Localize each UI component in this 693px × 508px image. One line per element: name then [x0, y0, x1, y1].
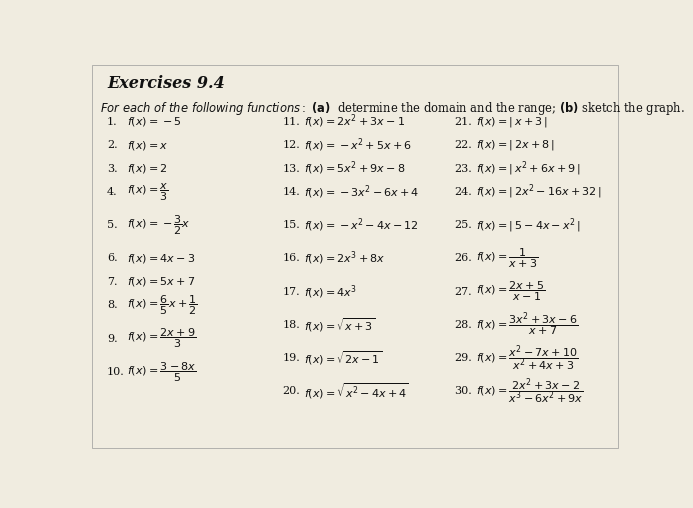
- Text: $f(x) = -\dfrac{3}{2}x$: $f(x) = -\dfrac{3}{2}x$: [127, 213, 191, 237]
- Text: 25.: 25.: [455, 220, 472, 230]
- Text: $f(x) = |\,x^2 + 6x + 9\,|$: $f(x) = |\,x^2 + 6x + 9\,|$: [476, 159, 581, 178]
- Text: $f(x) = 4x^3$: $f(x) = 4x^3$: [304, 283, 358, 301]
- Text: $f(x) = \sqrt{x^2 - 4x + 4}$: $f(x) = \sqrt{x^2 - 4x + 4}$: [304, 382, 409, 401]
- Text: $f(x) = 5x + 7$: $f(x) = 5x + 7$: [127, 275, 195, 289]
- Text: 30.: 30.: [455, 387, 472, 396]
- Text: 6.: 6.: [107, 253, 118, 264]
- Text: $f(x) = 2$: $f(x) = 2$: [127, 162, 168, 175]
- Text: 29.: 29.: [455, 353, 472, 363]
- Text: $f(x) = 2x^3 + 8x$: $f(x) = 2x^3 + 8x$: [304, 250, 386, 267]
- Text: 19.: 19.: [283, 353, 300, 363]
- Text: 10.: 10.: [107, 367, 125, 377]
- Text: $f(x) = \dfrac{2x^2 + 3x - 2}{x^3 - 6x^2 + 9x}$: $f(x) = \dfrac{2x^2 + 3x - 2}{x^3 - 6x^2…: [476, 376, 584, 406]
- Text: $f(x) = -5$: $f(x) = -5$: [127, 115, 182, 128]
- Text: 11.: 11.: [283, 117, 300, 126]
- Text: $f(x) = |\,2x^2 - 16x + 32\,|$: $f(x) = |\,2x^2 - 16x + 32\,|$: [476, 183, 602, 201]
- Text: 28.: 28.: [455, 320, 472, 330]
- Text: $f(x) = \dfrac{3x^2+3x-6}{x+7}$: $f(x) = \dfrac{3x^2+3x-6}{x+7}$: [476, 311, 578, 339]
- Text: 27.: 27.: [455, 287, 472, 297]
- Text: $f(x) = 4x - 3$: $f(x) = 4x - 3$: [127, 252, 195, 265]
- FancyBboxPatch shape: [92, 65, 618, 448]
- Text: 2.: 2.: [107, 140, 118, 150]
- Text: $f(x) = \dfrac{2x+5}{x-1}$: $f(x) = \dfrac{2x+5}{x-1}$: [476, 280, 545, 303]
- Text: $f(x) = \sqrt{2x-1}$: $f(x) = \sqrt{2x-1}$: [304, 350, 383, 367]
- Text: 13.: 13.: [283, 164, 300, 174]
- Text: 14.: 14.: [283, 187, 300, 197]
- Text: $f(x) = \dfrac{x}{3}$: $f(x) = \dfrac{x}{3}$: [127, 181, 169, 203]
- Text: $f(x) = x$: $f(x) = x$: [127, 139, 168, 151]
- Text: 16.: 16.: [283, 253, 300, 264]
- Text: 5.: 5.: [107, 220, 118, 230]
- Text: 4.: 4.: [107, 187, 118, 197]
- Text: $f(x) = \dfrac{2x+9}{3}$: $f(x) = \dfrac{2x+9}{3}$: [127, 327, 196, 351]
- Text: 18.: 18.: [283, 320, 300, 330]
- Text: $f(x) = 2x^2 + 3x - 1$: $f(x) = 2x^2 + 3x - 1$: [304, 113, 405, 131]
- Text: 17.: 17.: [283, 287, 300, 297]
- Text: $f(x) = 5x^2 + 9x - 8$: $f(x) = 5x^2 + 9x - 8$: [304, 160, 405, 177]
- Text: $f(x) = -3x^2 - 6x + 4$: $f(x) = -3x^2 - 6x + 4$: [304, 183, 419, 201]
- Text: 7.: 7.: [107, 277, 118, 287]
- Text: $f(x) = \dfrac{1}{x+3}$: $f(x) = \dfrac{1}{x+3}$: [476, 247, 538, 270]
- Text: $f(x) = -x^2 + 5x + 6$: $f(x) = -x^2 + 5x + 6$: [304, 136, 412, 154]
- Text: 20.: 20.: [283, 387, 300, 396]
- Text: Exercises 9.4: Exercises 9.4: [107, 75, 225, 91]
- Text: 24.: 24.: [455, 187, 472, 197]
- Text: 9.: 9.: [107, 334, 118, 344]
- Text: 12.: 12.: [283, 140, 300, 150]
- Text: $\mathbf{\mathit{For\ each\ of\ the\ following\ functions:}}$ $\mathbf{(a)}$  de: $\mathbf{\mathit{For\ each\ of\ the\ fol…: [100, 100, 685, 117]
- Text: 1.: 1.: [107, 117, 118, 126]
- Text: 26.: 26.: [455, 253, 472, 264]
- Text: $f(x) = \dfrac{6}{5}x+\dfrac{1}{2}$: $f(x) = \dfrac{6}{5}x+\dfrac{1}{2}$: [127, 294, 198, 317]
- Text: $f(x) = |\,5 - 4x - x^2\,|$: $f(x) = |\,5 - 4x - x^2\,|$: [476, 216, 581, 235]
- Text: 15.: 15.: [283, 220, 300, 230]
- Text: 3.: 3.: [107, 164, 118, 174]
- Text: $f(x) = \dfrac{x^2 - 7x + 10}{x^2 + 4x + 3}$: $f(x) = \dfrac{x^2 - 7x + 10}{x^2 + 4x +…: [476, 343, 578, 373]
- Text: $f(x) = |\,x + 3\,|$: $f(x) = |\,x + 3\,|$: [476, 115, 547, 129]
- Text: 21.: 21.: [455, 117, 472, 126]
- Text: $f(x) = |\,2x + 8\,|$: $f(x) = |\,2x + 8\,|$: [476, 138, 555, 152]
- Text: $f(x) = \sqrt{x+3}$: $f(x) = \sqrt{x+3}$: [304, 316, 375, 334]
- Text: 22.: 22.: [455, 140, 472, 150]
- Text: $f(x) = -x^2 - 4x - 12$: $f(x) = -x^2 - 4x - 12$: [304, 216, 419, 234]
- Text: $f(x) = \dfrac{3 - 8x}{5}$: $f(x) = \dfrac{3 - 8x}{5}$: [127, 360, 196, 384]
- Text: 8.: 8.: [107, 300, 118, 310]
- Text: 23.: 23.: [455, 164, 472, 174]
